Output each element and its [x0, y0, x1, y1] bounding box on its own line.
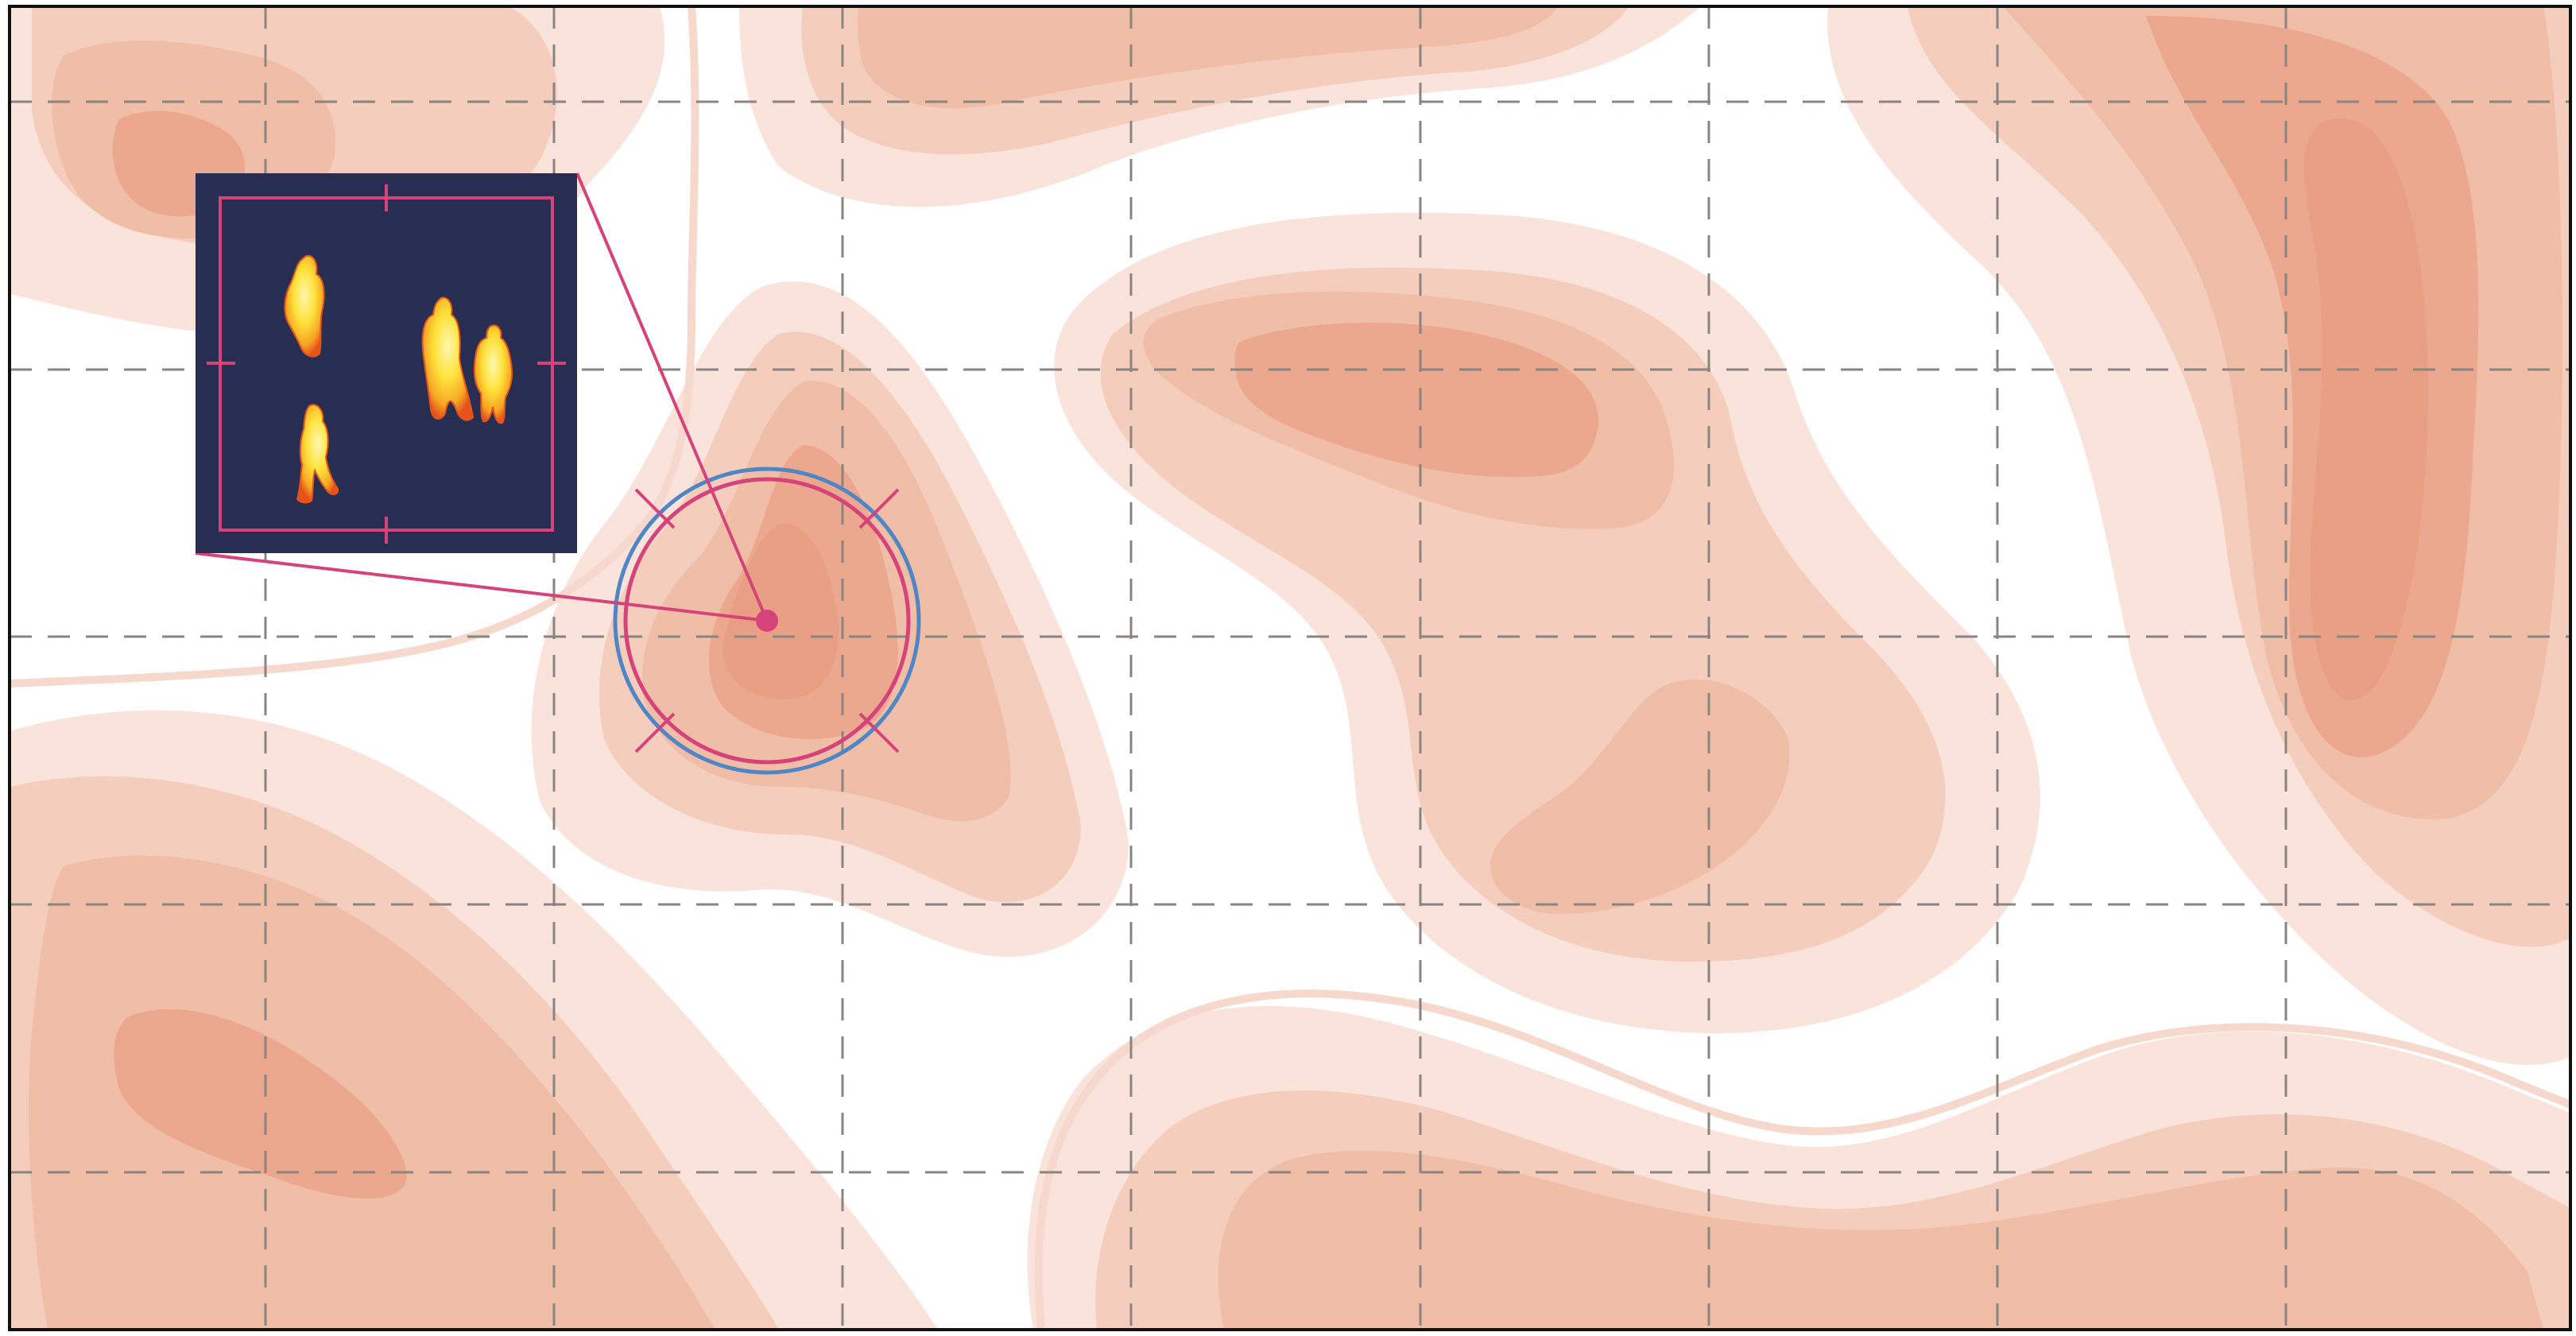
heat-region	[2303, 118, 2428, 700]
heat-region	[1143, 291, 1790, 914]
contour-line	[10, 6, 699, 687]
heat-contours	[10, 6, 2570, 1330]
crosshair-target-icon	[634, 488, 900, 753]
inset-background	[196, 173, 577, 553]
thermal-person-silhouette-icon	[284, 254, 325, 358]
target-center-dot	[756, 610, 778, 632]
heat-region	[722, 524, 839, 699]
contour-line	[1034, 989, 2570, 1330]
target-marker[interactable]	[195, 172, 921, 775]
target-outer-ring	[613, 467, 921, 775]
heat-region	[1218, 1150, 2543, 1330]
callout-line	[195, 552, 768, 622]
inset-ticks	[207, 184, 566, 544]
thermal-person-silhouette-icon	[296, 404, 339, 504]
heat-region	[857, 6, 1558, 109]
target-inner-ring	[623, 477, 911, 765]
callout-line	[575, 172, 769, 622]
heat-region	[1234, 323, 1598, 477]
heat-region	[114, 1009, 407, 1199]
thermal-inset[interactable]	[196, 173, 577, 553]
heat-region	[29, 855, 715, 1330]
thermal-person-silhouette-icon	[473, 324, 513, 424]
map-frame	[8, 5, 2572, 1331]
thermal-person-silhouette-icon	[421, 296, 475, 421]
